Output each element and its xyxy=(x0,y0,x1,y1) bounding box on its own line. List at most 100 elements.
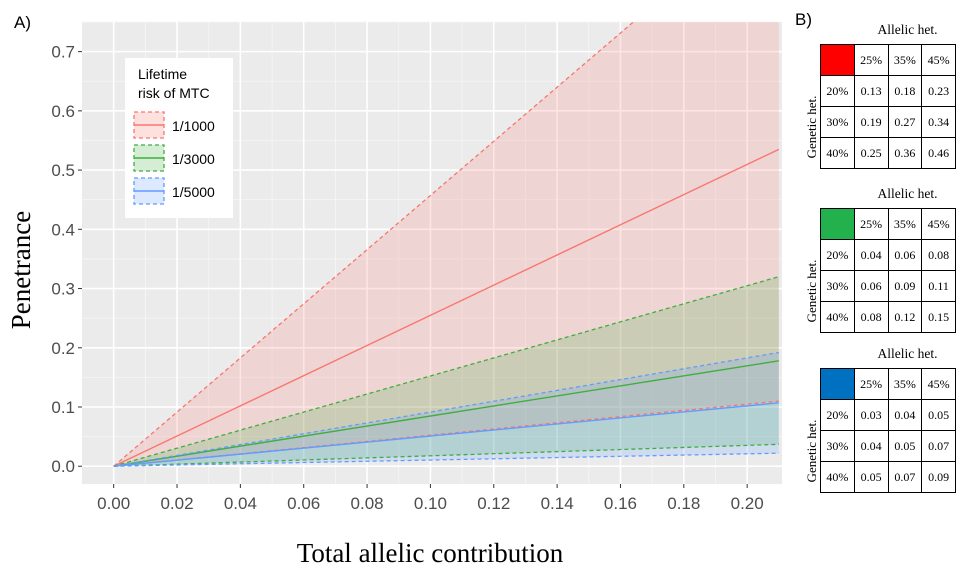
y-axis-ticks: 0.0 0.1 0.2 0.3 0.4 0.5 0.6 0.7 xyxy=(51,43,82,476)
x-tick-label: 0.12 xyxy=(477,494,510,513)
y-tick-label: 0.7 xyxy=(51,43,75,62)
table-cell: 0.06 xyxy=(887,239,923,271)
x-tick-label: 0.04 xyxy=(224,494,257,513)
x-tick-label: 0.08 xyxy=(351,494,384,513)
x-tick-label: 0.06 xyxy=(287,494,320,513)
table-cell: 0.07 xyxy=(921,430,956,462)
row-header: 20% xyxy=(820,399,855,431)
central-line-1-5000 xyxy=(113,402,779,467)
color-swatch xyxy=(820,208,855,240)
penetrance-table: 25% 35% 45% 20% 0.13 0.18 0.23 30% 0.19 0.27 0.34 4… xyxy=(820,44,956,169)
table-cell: 0.34 xyxy=(921,106,956,138)
y-tick-label: 0.3 xyxy=(51,280,75,299)
y-tick-label: 0.0 xyxy=(51,457,75,476)
color-swatch xyxy=(820,44,855,76)
x-tick-label: 0.20 xyxy=(731,494,764,513)
row-header: 20% xyxy=(820,75,855,107)
upper-bound-1-5000 xyxy=(113,351,779,467)
legend-label-1-3000: 1/3000 xyxy=(172,151,215,167)
penetrance-chart: 0.00 0.02 0.04 0.06 0.08 0.10 0.12 0.14 0.16 0.18… xyxy=(6,21,782,568)
row-header: 40% xyxy=(820,301,855,333)
x-tick-label: 0.10 xyxy=(414,494,447,513)
panel-a-label: A) xyxy=(14,13,31,32)
allelic-het-title: Allelic het. xyxy=(877,346,938,361)
x-tick-label: 0.16 xyxy=(604,494,637,513)
table-cell: 0.19 xyxy=(853,106,889,138)
table-cell: 0.12 xyxy=(887,301,923,333)
table-cell: 0.36 xyxy=(887,137,923,169)
column-header: 35% xyxy=(887,208,923,240)
color-swatch xyxy=(820,368,855,400)
y-tick-label: 0.4 xyxy=(51,220,75,239)
upper-bound-1-3000 xyxy=(113,276,780,467)
x-axis-label: Total allelic contribution xyxy=(297,538,564,568)
row-header: 20% xyxy=(820,239,855,271)
table-cell: 0.09 xyxy=(887,270,923,302)
table-cell: 0.08 xyxy=(921,239,956,271)
column-header: 45% xyxy=(921,44,956,76)
table-cell: 0.09 xyxy=(921,461,956,493)
upper-bound-1-1000 xyxy=(113,22,635,467)
column-header: 45% xyxy=(921,208,956,240)
series-lines xyxy=(113,22,780,467)
x-tick-label: 0.14 xyxy=(541,494,574,513)
table-cell: 0.15 xyxy=(921,301,956,333)
genetic-het-title: Genetic het. xyxy=(804,259,819,323)
row-header: 30% xyxy=(820,430,855,462)
table-cell: 0.23 xyxy=(921,75,956,107)
allelic-het-title: Allelic het. xyxy=(877,186,938,201)
row-header: 40% xyxy=(820,461,855,493)
x-tick-label: 0.02 xyxy=(160,494,193,513)
column-header: 35% xyxy=(887,368,923,400)
table-cell: 0.46 xyxy=(921,137,956,169)
lower-bound-1-1000 xyxy=(113,400,779,467)
legend-label-1-1000: 1/1000 xyxy=(172,118,215,134)
table-cell: 0.07 xyxy=(887,461,923,493)
penetrance-table: 25% 35% 45% 20% 0.04 0.06 0.08 30% 0.06 0.09 0.11 4… xyxy=(820,208,956,333)
central-line-1-1000 xyxy=(113,148,780,467)
legend: Lifetime risk of MTC 1/1000 1/3000 1/5000 xyxy=(125,58,233,218)
table-cell: 0.08 xyxy=(853,301,889,333)
table-cell: 0.03 xyxy=(853,399,889,431)
column-header: 45% xyxy=(921,368,956,400)
table-cell: 0.04 xyxy=(853,430,889,462)
panel-b-label: B) xyxy=(795,10,812,29)
genetic-het-title: Genetic het. xyxy=(804,419,819,483)
table-cell: 0.05 xyxy=(921,399,956,431)
legend-label-1-5000: 1/5000 xyxy=(172,184,215,200)
central-line-1-3000 xyxy=(113,360,779,467)
legend-title-line1: Lifetime xyxy=(138,66,187,82)
table-cell: 0.05 xyxy=(853,461,889,493)
column-header: 35% xyxy=(887,44,923,76)
y-axis-label: Penetrance xyxy=(6,211,36,329)
column-header: 25% xyxy=(853,44,889,76)
row-header: 30% xyxy=(820,106,855,138)
x-axis-ticks: 0.00 0.02 0.04 0.06 0.08 0.10 0.12 0.14 0.16 0.18… xyxy=(97,484,764,513)
y-tick-label: 0.1 xyxy=(51,398,75,417)
penetrance-table: 25% 35% 45% 20% 0.03 0.04 0.05 30% 0.04 0.05 0.07 4… xyxy=(820,368,956,493)
y-tick-label: 0.2 xyxy=(51,339,75,358)
table-cell: 0.06 xyxy=(853,270,889,302)
column-header: 25% xyxy=(853,208,889,240)
y-tick-label: 0.6 xyxy=(51,102,75,121)
x-tick-label: 0.18 xyxy=(667,494,700,513)
table-cell: 0.05 xyxy=(887,430,923,462)
table-cell: 0.27 xyxy=(887,106,923,138)
row-header: 30% xyxy=(820,270,855,302)
allelic-het-title: Allelic het. xyxy=(877,22,938,37)
table-cell: 0.04 xyxy=(853,239,889,271)
lower-bound-1-3000 xyxy=(113,443,779,467)
y-tick-label: 0.5 xyxy=(51,161,75,180)
legend-title-line2: risk of MTC xyxy=(138,85,210,101)
row-header: 40% xyxy=(820,137,855,169)
table-cell: 0.11 xyxy=(921,270,956,302)
table-cell: 0.13 xyxy=(853,75,889,107)
genetic-het-title: Genetic het. xyxy=(804,95,819,159)
lower-bound-1-5000 xyxy=(113,452,779,467)
column-header: 25% xyxy=(853,368,889,400)
table-cell: 0.25 xyxy=(853,137,889,169)
table-cell: 0.18 xyxy=(887,75,923,107)
table-cell: 0.04 xyxy=(887,399,923,431)
x-tick-label: 0.00 xyxy=(97,494,130,513)
band-1-1000 xyxy=(113,22,779,467)
